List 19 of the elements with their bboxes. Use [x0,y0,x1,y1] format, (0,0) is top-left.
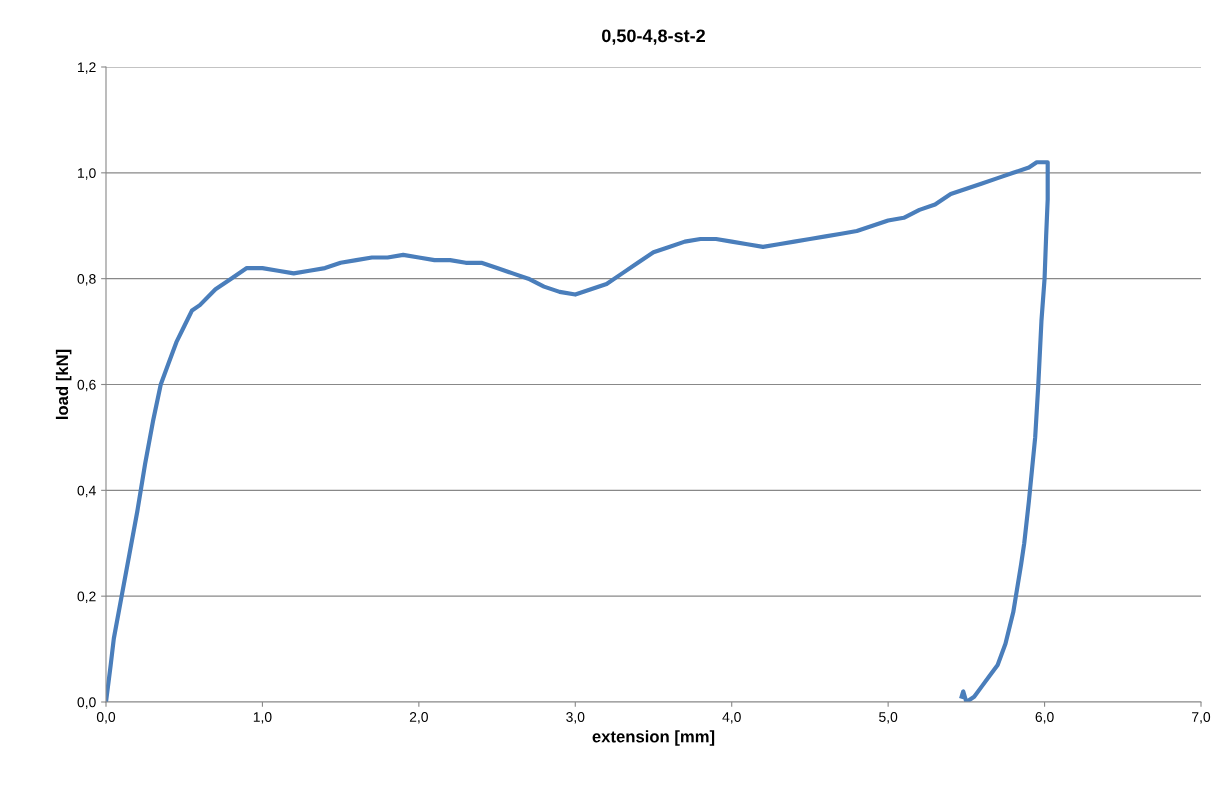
x-tick-label: 1,0 [253,712,272,724]
chart-title: 0,50-4,8-st-2 [602,29,705,45]
x-tick-label: 7,0 [1192,712,1211,724]
y-tick-label: 0,6 [77,379,96,392]
x-tick-label: 5,0 [879,712,898,724]
x-tick-label: 0,0 [96,712,116,724]
y-tick-label: 0,4 [77,485,96,498]
x-axis-title: extension [mm] [592,730,715,746]
y-tick-label: 0,2 [77,591,96,603]
x-tick-label: 4,0 [722,712,741,724]
line-series [106,160,1050,702]
x-tick-label: 3,0 [566,712,585,724]
y-tick-label: 1,2 [78,62,96,74]
x-tick-label: 2,0 [409,712,428,724]
x-tick-label: 6,0 [1035,712,1054,724]
y-tick-label: 0,0 [77,697,96,709]
y-axis-title: load [kN] [55,349,72,419]
y-tick-label: 1,0 [78,168,96,180]
y-tick-label: 0,8 [77,274,96,286]
